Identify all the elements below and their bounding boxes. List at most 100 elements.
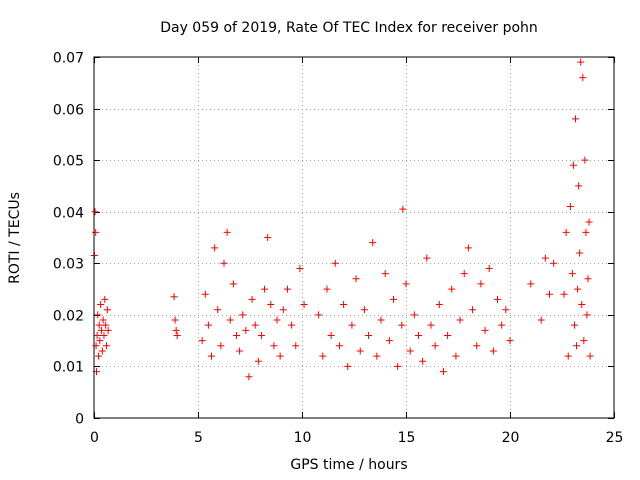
y-tick-label: 0.03 bbox=[53, 257, 84, 273]
data-point bbox=[498, 321, 506, 329]
data-point bbox=[369, 239, 377, 247]
data-point bbox=[460, 270, 468, 278]
data-point bbox=[398, 321, 406, 329]
data-point bbox=[537, 316, 545, 324]
data-points bbox=[90, 58, 594, 381]
y-tick-label: 0.01 bbox=[53, 360, 84, 376]
data-point bbox=[239, 311, 247, 319]
data-point bbox=[494, 295, 502, 303]
data-point bbox=[270, 342, 278, 350]
y-tick-label: 0.07 bbox=[53, 51, 84, 67]
data-point bbox=[414, 331, 422, 339]
data-point bbox=[340, 301, 348, 309]
data-point bbox=[569, 161, 577, 169]
data-point bbox=[469, 306, 477, 314]
data-point bbox=[365, 331, 373, 339]
data-point bbox=[100, 331, 108, 339]
data-point bbox=[377, 316, 385, 324]
data-point bbox=[172, 326, 180, 334]
data-point bbox=[575, 182, 583, 190]
data-point bbox=[300, 301, 308, 309]
data-point bbox=[254, 357, 262, 365]
data-point bbox=[261, 285, 269, 293]
data-point bbox=[208, 352, 216, 360]
data-point bbox=[452, 352, 460, 360]
data-point bbox=[356, 347, 364, 355]
data-point bbox=[527, 280, 535, 288]
data-point bbox=[103, 306, 111, 314]
y-tick-label: 0 bbox=[75, 412, 84, 428]
data-point bbox=[248, 295, 256, 303]
data-point bbox=[473, 342, 481, 350]
data-point bbox=[97, 301, 105, 309]
x-tick-label: 15 bbox=[398, 430, 416, 446]
x-tick-label: 0 bbox=[90, 430, 99, 446]
data-point bbox=[410, 311, 418, 319]
data-point bbox=[327, 331, 335, 339]
data-point bbox=[95, 321, 103, 329]
chart-title: Day 059 of 2019, Rate Of TEC Index for r… bbox=[160, 20, 538, 36]
data-point bbox=[399, 205, 407, 213]
x-tick-label: 10 bbox=[294, 430, 312, 446]
data-point bbox=[101, 295, 109, 303]
data-point bbox=[431, 342, 439, 350]
data-point bbox=[381, 270, 389, 278]
data-point bbox=[335, 342, 343, 350]
data-point bbox=[170, 293, 178, 301]
data-point bbox=[489, 347, 497, 355]
data-point bbox=[560, 290, 568, 298]
grid bbox=[94, 57, 614, 418]
data-point bbox=[394, 362, 402, 370]
data-point bbox=[456, 316, 464, 324]
data-point bbox=[564, 352, 572, 360]
data-point bbox=[236, 347, 244, 355]
data-point bbox=[276, 352, 284, 360]
x-axis-label: GPS time / hours bbox=[290, 457, 407, 473]
y-tick-label: 0.05 bbox=[53, 154, 84, 170]
data-point bbox=[217, 342, 225, 350]
data-point bbox=[419, 357, 427, 365]
data-point bbox=[91, 208, 99, 216]
data-point bbox=[582, 228, 590, 236]
data-point bbox=[464, 244, 472, 252]
data-point bbox=[245, 373, 253, 381]
data-point bbox=[201, 290, 209, 298]
data-point bbox=[573, 342, 581, 350]
data-point bbox=[570, 321, 578, 329]
y-tick-label: 0.06 bbox=[53, 103, 84, 119]
data-point bbox=[102, 321, 110, 329]
data-point bbox=[390, 295, 398, 303]
data-point bbox=[435, 301, 443, 309]
x-tick-label: 20 bbox=[502, 430, 520, 446]
data-point bbox=[578, 301, 586, 309]
data-point bbox=[214, 306, 222, 314]
data-point bbox=[323, 285, 331, 293]
data-point bbox=[104, 326, 112, 334]
y-tick-label: 0.04 bbox=[53, 206, 84, 222]
data-point bbox=[331, 259, 339, 267]
data-point bbox=[485, 264, 493, 272]
data-point bbox=[98, 347, 106, 355]
data-point bbox=[502, 306, 510, 314]
data-point bbox=[572, 115, 580, 123]
data-point bbox=[577, 58, 585, 66]
data-point bbox=[211, 244, 219, 252]
data-point bbox=[173, 331, 181, 339]
data-point bbox=[273, 316, 281, 324]
data-point bbox=[581, 156, 589, 164]
data-point bbox=[576, 249, 584, 257]
data-point bbox=[568, 270, 576, 278]
data-point bbox=[102, 342, 110, 350]
data-point bbox=[427, 321, 435, 329]
data-point bbox=[220, 259, 228, 267]
data-point bbox=[319, 352, 327, 360]
x-tick-label: 5 bbox=[194, 430, 203, 446]
data-point bbox=[566, 203, 574, 211]
data-point bbox=[223, 228, 231, 236]
data-point bbox=[585, 218, 593, 226]
data-point bbox=[283, 285, 291, 293]
data-point bbox=[506, 337, 514, 345]
data-point bbox=[226, 316, 234, 324]
data-point bbox=[373, 352, 381, 360]
